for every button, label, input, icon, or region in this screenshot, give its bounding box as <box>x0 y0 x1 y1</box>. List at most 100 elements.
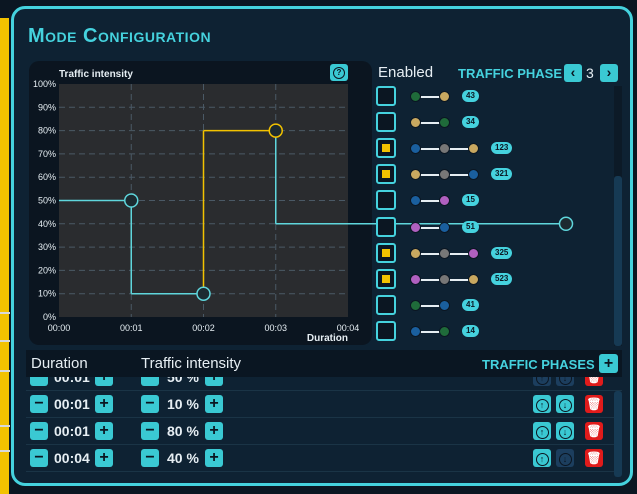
y-tick-label: 20% <box>38 265 56 275</box>
intensity-decrease-button[interactable]: − <box>141 422 159 440</box>
frame-tick <box>0 450 10 452</box>
phase-enabled-checkbox[interactable] <box>376 86 396 106</box>
phase-row: 321 <box>376 164 612 186</box>
arrow-down-circle-icon[interactable]: ↓ <box>556 395 574 413</box>
segment-handle[interactable] <box>124 193 139 208</box>
y-tick-label: 10% <box>38 289 56 299</box>
segment-handle[interactable] <box>196 286 211 301</box>
phase-connector <box>415 200 444 203</box>
phase-id-badge: 123 <box>491 142 513 155</box>
question-circle-icon[interactable]: ? <box>330 64 348 81</box>
intensity-increase-button[interactable]: + <box>205 377 223 386</box>
intensity-decrease-button[interactable]: − <box>141 449 159 467</box>
phase-enabled-checkbox[interactable] <box>376 216 396 237</box>
table-row: −00:04 + −40 % + ↑ ↓ 🗑 <box>26 445 622 472</box>
segment-handle[interactable] <box>268 123 283 138</box>
phase-enabled-checkbox[interactable] <box>376 242 396 263</box>
phase-enabled-checkbox[interactable] <box>376 190 396 211</box>
chevron-left-icon[interactable]: ‹ <box>564 64 582 82</box>
duration-decrease-button[interactable]: − <box>30 377 48 386</box>
intensity-decrease-button[interactable]: − <box>141 395 159 413</box>
intensity-decrease-button[interactable]: − <box>141 377 159 386</box>
panel-title: Mode Configuration <box>28 25 212 47</box>
phase-row: 41 <box>376 294 612 317</box>
arrow-down-circle-icon[interactable]: ↓ <box>556 422 574 440</box>
phase-row: 123 <box>376 138 612 160</box>
signal-dot-icon <box>439 299 450 311</box>
y-tick-label: 60% <box>38 172 56 182</box>
arrow-down-circle-icon[interactable]: ↓ <box>556 449 574 467</box>
table-scrollbar[interactable] <box>614 391 622 477</box>
traffic-phases-header: TRAFFIC PHASES <box>482 357 595 372</box>
chart-title: Traffic intensity <box>59 69 133 80</box>
traffic-chart[interactable]: 0% 10% 20% 30% 40% 50% 60% 70% 80% 90% 100% 00:00 00… <box>29 61 574 345</box>
signal-dot-icon <box>410 221 421 233</box>
y-tick-label: 50% <box>38 196 56 206</box>
phase-scrollbar-thumb[interactable] <box>614 176 622 346</box>
frame-tick <box>0 370 10 372</box>
phase-row: 523 <box>376 268 612 291</box>
intensity-value: 40 % <box>167 450 199 466</box>
trash-icon[interactable]: 🗑 <box>585 449 603 467</box>
duration-decrease-button[interactable]: − <box>30 422 48 440</box>
intensity-increase-button[interactable]: + <box>205 395 223 413</box>
duration-header: Duration <box>31 355 88 372</box>
signal-dot-icon <box>410 195 421 207</box>
signal-dot-icon <box>410 117 421 129</box>
x-tick-label: 00:03 <box>264 323 287 333</box>
phase-id-badge: 34 <box>462 116 479 129</box>
phase-id-badge: 325 <box>491 246 513 259</box>
trash-icon[interactable]: 🗑 <box>585 422 603 440</box>
duration-increase-button[interactable]: + <box>95 422 113 440</box>
x-tick-label: 00:02 <box>192 323 215 333</box>
intensity-value: 50 % <box>167 377 199 385</box>
frame-tick <box>0 425 10 427</box>
phase-enabled-checkbox[interactable] <box>376 164 396 185</box>
duration-increase-button[interactable]: + <box>95 449 113 467</box>
chart-canvas[interactable]: 0% 10% 20% 30% 40% 50% 60% 70% 80% 90% 100% 00:00 00… <box>29 61 574 345</box>
table-row: −00:01 + −10 % + ↑ ↓ 🗑 <box>26 391 622 418</box>
phase-connector <box>415 96 444 98</box>
signal-dot-icon <box>439 195 450 207</box>
x-axis-label: Duration <box>307 333 348 344</box>
enabled-header: Enabled <box>378 64 434 81</box>
signal-dot-icon <box>439 117 450 129</box>
phase-enabled-checkbox[interactable] <box>376 320 396 341</box>
arrow-down-circle-icon[interactable]: ↓ <box>556 377 574 386</box>
trash-icon[interactable]: 🗑 <box>585 377 603 386</box>
phase-id-badge: 15 <box>462 194 479 207</box>
phase-connector <box>415 304 444 307</box>
intensity-increase-button[interactable]: + <box>205 449 223 467</box>
frame-tick <box>0 340 10 342</box>
phase-enabled-checkbox[interactable] <box>376 268 396 289</box>
plus-icon[interactable]: + <box>599 354 618 373</box>
duration-increase-button[interactable]: + <box>95 377 113 386</box>
duration-increase-button[interactable]: + <box>95 395 113 413</box>
signal-dot-icon <box>410 299 421 311</box>
phase-enabled-checkbox[interactable] <box>376 138 396 159</box>
arrow-up-circle-icon[interactable]: ↑ <box>533 395 551 413</box>
duration-value: 00:01 <box>54 396 90 412</box>
y-tick-label: 0% <box>43 312 56 322</box>
duration-decrease-button[interactable]: − <box>30 449 48 467</box>
chevron-right-icon[interactable]: › <box>600 64 618 82</box>
arrow-up-circle-icon[interactable]: ↑ <box>533 422 551 440</box>
table-header <box>26 350 622 377</box>
signal-dot-icon <box>439 273 450 285</box>
arrow-up-circle-icon[interactable]: ↑ <box>533 449 551 467</box>
trash-icon[interactable]: 🗑 <box>585 395 603 413</box>
intensity-increase-button[interactable]: + <box>205 422 223 440</box>
phase-enabled-checkbox[interactable] <box>376 112 396 133</box>
duration-decrease-button[interactable]: − <box>30 395 48 413</box>
arrow-up-circle-icon[interactable]: ↑ <box>533 377 551 386</box>
signal-dot-icon <box>410 169 421 181</box>
signal-dot-icon <box>468 169 479 181</box>
frame-edge <box>9 18 11 494</box>
phase-id-badge: 51 <box>462 220 479 233</box>
signal-dot-icon <box>468 247 479 259</box>
intensity-value: 80 % <box>167 423 199 439</box>
x-tick-label: 00:00 <box>48 323 71 333</box>
segment-table: −00:01+−50 %+↑↓🗑−00:01+−10 %+↑↓🗑−00:01+−… <box>26 377 622 477</box>
phase-enabled-checkbox[interactable] <box>376 294 396 315</box>
segment-handle[interactable] <box>558 216 574 232</box>
